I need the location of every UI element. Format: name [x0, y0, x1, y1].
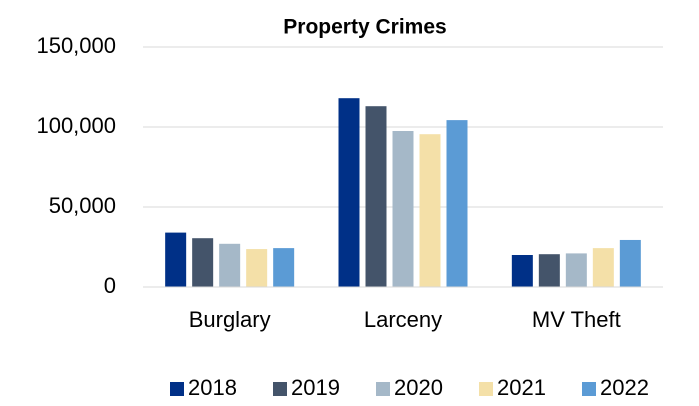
bar — [392, 131, 414, 287]
bar — [219, 243, 241, 287]
legend-label: 2022 — [600, 375, 649, 400]
legend-swatch — [376, 382, 390, 396]
y-tick-label: 0 — [104, 273, 116, 298]
y-tick-label: 100,000 — [36, 113, 116, 138]
y-tick-label: 50,000 — [49, 193, 116, 218]
x-tick-label: MV Theft — [532, 307, 621, 332]
legend-label: 2020 — [394, 375, 443, 400]
chart-title: Property Crimes — [283, 16, 446, 39]
bar — [192, 238, 214, 287]
y-tick-label: 150,000 — [36, 33, 116, 58]
bar — [165, 232, 187, 287]
bar — [246, 249, 268, 287]
legend-swatch — [170, 382, 184, 396]
x-tick-label: Burglary — [189, 307, 271, 332]
x-tick-label: Larceny — [364, 307, 442, 332]
bar — [273, 248, 295, 287]
bar — [446, 120, 468, 288]
bar — [538, 254, 560, 287]
bar — [338, 98, 360, 287]
bar — [565, 253, 587, 287]
legend-swatch — [582, 382, 596, 396]
legend-label: 2018 — [188, 375, 237, 400]
bar — [511, 255, 533, 287]
legend-swatch — [479, 382, 493, 396]
legend-swatch — [273, 382, 287, 396]
bar — [365, 106, 387, 287]
bar — [419, 134, 441, 287]
legend-label: 2019 — [291, 375, 340, 400]
bar — [619, 239, 641, 287]
legend-label: 2021 — [497, 375, 546, 400]
bar — [592, 248, 614, 287]
